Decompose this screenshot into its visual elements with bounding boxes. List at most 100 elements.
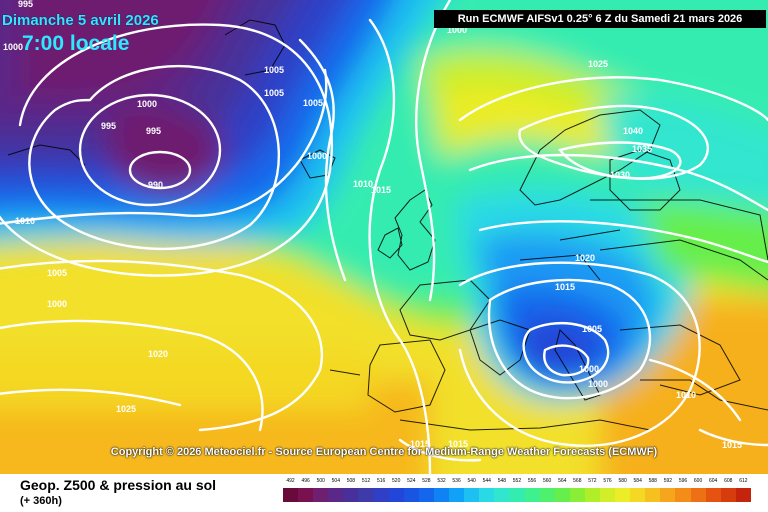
isobar-label: 1010 — [353, 179, 373, 189]
isobar-label: 1000 — [579, 364, 599, 374]
color-scale-swatch — [554, 488, 570, 502]
color-scale-tick-label: 540 — [467, 478, 476, 484]
forecast-date: Dimanche 5 avril 2026 — [2, 12, 159, 29]
isobar-label: 1005 — [303, 98, 323, 108]
isobar-label: 1005 — [47, 268, 67, 278]
color-scale-swatch — [630, 488, 646, 502]
isobar-label: 1005 — [264, 65, 284, 75]
isobar-label: 1035 — [632, 144, 652, 154]
color-scale-swatch — [403, 488, 419, 502]
copyright-notice: Copyright © 2026 Meteociel.fr - Source E… — [110, 446, 658, 458]
color-scale-swatch — [615, 488, 631, 502]
color-scale-swatch — [524, 488, 540, 502]
isobar-label: 1015 — [410, 439, 430, 449]
isobar-label: 1040 — [623, 126, 643, 136]
color-scale-tick-label: 580 — [618, 478, 627, 484]
color-scale-tick-label: 508 — [346, 478, 356, 484]
isobar-label: 1000 — [3, 42, 23, 52]
isobar-label: 1015 — [371, 185, 391, 195]
color-scale-swatch — [298, 488, 314, 502]
color-scale-swatch — [343, 488, 359, 502]
isobar-label: 995 — [101, 121, 116, 131]
color-scale-tick-label: 604 — [709, 478, 718, 484]
color-scale-tick-label: 556 — [527, 478, 537, 484]
isobar-label: 1005 — [264, 88, 284, 98]
forecast-local-time: 7:00 locale — [22, 32, 130, 55]
color-scale-swatch — [328, 488, 344, 502]
isobar-label: 1025 — [116, 404, 136, 414]
color-scale-swatch — [705, 488, 721, 502]
isobar-label: 1025 — [588, 59, 608, 69]
color-scale-swatch — [358, 488, 374, 502]
color-scale-labels: 492 496 500 504 508 512 516 520 524 528 532 536 540 5… — [283, 478, 751, 484]
color-scale-tick-label: 544 — [482, 478, 491, 484]
isobar-label: 1020 — [148, 349, 168, 359]
color-scale-tick-label: 608 — [724, 478, 733, 484]
color-scale-tick-label: 576 — [603, 478, 612, 484]
isobar-label: 1000 — [307, 151, 327, 161]
color-scale-swatch — [735, 488, 751, 502]
color-scale-tick-label: 568 — [573, 478, 582, 484]
color-scale-swatch — [313, 488, 329, 502]
color-scale-tick-label: 524 — [407, 478, 416, 484]
isobar-label: 1030 — [610, 170, 630, 180]
color-scale-swatch — [720, 488, 736, 502]
color-scale-swatch — [373, 488, 389, 502]
color-scale-bar — [283, 488, 751, 502]
color-scale-tick-label: 596 — [678, 478, 688, 484]
parameter-title: Geop. Z500 & pression au sol — [20, 477, 217, 493]
color-scale-swatch — [645, 488, 661, 502]
color-scale-tick-label: 612 — [739, 478, 748, 484]
color-scale-tick-label: 520 — [392, 478, 401, 484]
color-scale-swatch — [509, 488, 525, 502]
color-scale-swatch — [569, 488, 585, 502]
color-scale-swatch — [494, 488, 510, 502]
color-scale-tick-label: 512 — [361, 478, 371, 484]
color-scale-tick-label: 588 — [648, 478, 657, 484]
color-scale-tick-label: 584 — [633, 478, 642, 484]
color-scale-swatch — [690, 488, 706, 502]
color-scale-tick-label: 500 — [316, 478, 325, 484]
color-scale-tick-label: 560 — [542, 478, 552, 484]
isobar-label: 1000 — [137, 99, 157, 109]
color-scale-tick-label: 536 — [452, 478, 461, 484]
lead-time: (+ 360h) — [20, 495, 62, 507]
color-scale-swatch — [479, 488, 495, 502]
isobar-label: 1010 — [676, 390, 696, 400]
color-scale-tick-label: 552 — [512, 478, 522, 484]
color-scale-swatch — [433, 488, 450, 502]
color-scale-tick-label: 592 — [663, 478, 673, 484]
color-scale-swatch — [584, 488, 600, 502]
isobar-label: 1005 — [582, 324, 602, 334]
isobar-label: 1015 — [448, 439, 468, 449]
color-scale-swatch — [599, 488, 616, 502]
color-scale-tick-label: 492 — [286, 478, 295, 484]
color-scale-tick-label: 564 — [558, 478, 567, 484]
color-scale-tick-label: 572 — [588, 478, 597, 484]
isobar-label: 1000 — [447, 25, 467, 35]
color-scale-swatch — [418, 488, 434, 502]
isobar-label: 990 — [148, 180, 163, 190]
color-scale-swatch — [283, 488, 299, 502]
isobar-label: 1000 — [588, 379, 608, 389]
run-info: Run ECMWF AIFSv1 0.25° 6 Z du Samedi 21 … — [434, 10, 766, 28]
color-scale-swatch — [449, 488, 465, 502]
isobar-label: 995 — [146, 126, 161, 136]
weather-map: 995 1000 1005 1005 1005 1000 995 995 990… — [0, 0, 768, 474]
color-scale-tick-label: 516 — [376, 478, 386, 484]
isobar-label: 1015 — [555, 282, 575, 292]
color-scale-tick-label: 504 — [331, 478, 340, 484]
isobar-label: 1015 — [722, 440, 742, 450]
isobar-label: 1020 — [575, 253, 595, 263]
isobar-label: 1000 — [47, 299, 67, 309]
color-scale-swatch — [660, 488, 676, 502]
color-scale-tick-label: 528 — [422, 478, 431, 484]
color-scale-swatch — [539, 488, 555, 502]
color-scale-swatch — [388, 488, 404, 502]
color-scale: 492 496 500 504 508 512 516 520 524 528 532 536 540 5… — [283, 478, 751, 502]
isobar-label: 995 — [18, 0, 33, 9]
color-scale-tick-label: 532 — [437, 478, 446, 484]
color-scale-swatch — [464, 488, 480, 502]
color-scale-tick-label: 548 — [497, 478, 507, 484]
color-scale-swatch — [675, 488, 691, 502]
